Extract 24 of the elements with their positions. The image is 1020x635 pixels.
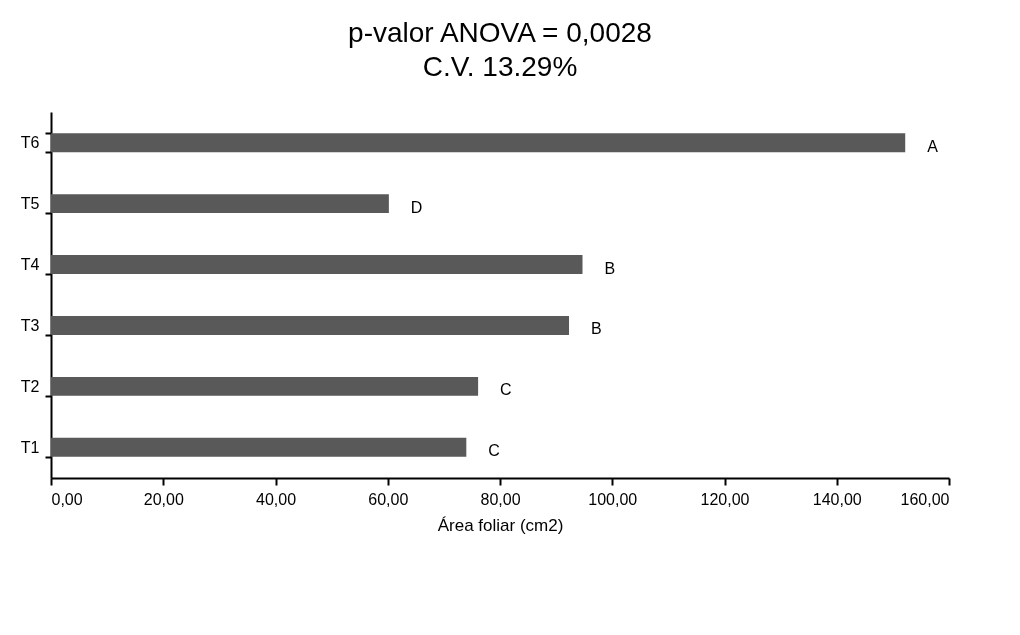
x-tick-label: 20,00 (143, 490, 184, 508)
x-tick-label: 140,00 (812, 490, 862, 508)
annotation: B (604, 259, 616, 277)
x-tick-label: 160,00 (900, 490, 950, 508)
y-tick-label: T4 (20, 256, 40, 274)
annotation: A (927, 137, 939, 155)
x-axis-title: Área foliar (cm2) (437, 515, 564, 535)
y-tick-label: T2 (20, 377, 40, 395)
annotation: D (410, 198, 423, 216)
y-tick-label: T5 (20, 195, 40, 213)
x-tick-label: 80,00 (480, 490, 521, 508)
x-tick-label: 60,00 (368, 490, 409, 508)
x-tick-label: 120,00 (700, 490, 750, 508)
x-tick-label: 0,00 (51, 490, 83, 508)
x-tick-label: 40,00 (255, 490, 297, 508)
y-tick-label: T1 (20, 438, 40, 456)
chart-title: p-valor ANOVA = 0,0028 (348, 17, 652, 48)
y-tick-label: T3 (20, 316, 40, 334)
annotation: C (488, 442, 500, 460)
chart-subtitle: C.V. 13.29% (422, 51, 578, 82)
x-tick-label: 100,00 (588, 490, 638, 508)
annotation: C (500, 381, 512, 399)
annotation: B (591, 320, 602, 338)
y-tick-label: T6 (20, 134, 40, 152)
